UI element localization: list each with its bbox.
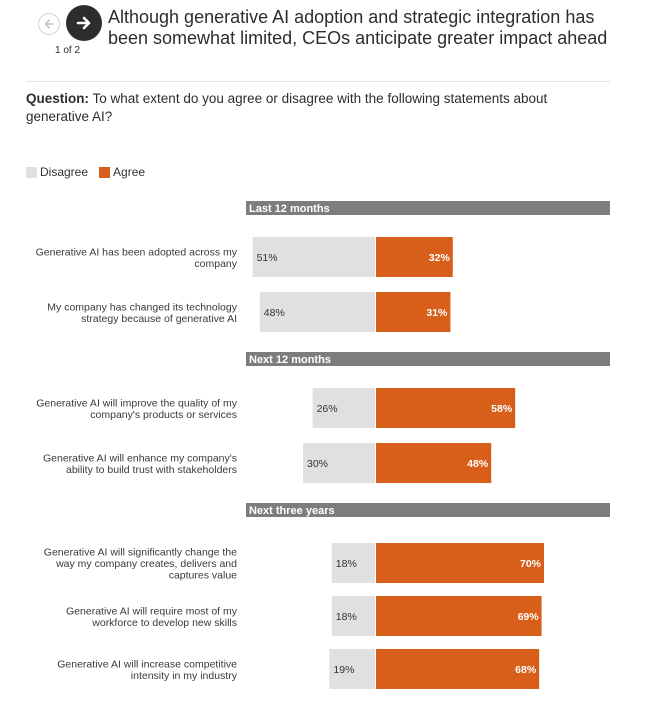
section-header-bar — [246, 201, 610, 215]
chart-row: Generative AI has been adopted across my… — [36, 237, 453, 277]
bar-agree — [376, 596, 542, 636]
value-label-disagree: 18% — [336, 611, 357, 623]
chart-section: Last 12 months Generative AI has been ado… — [36, 201, 610, 332]
row-label: Generative AI will enhance my company's a… — [43, 452, 237, 476]
value-label-agree: 32% — [429, 252, 451, 264]
chart-section: Next 12 months Generative AI will improve… — [36, 352, 610, 483]
row-label-line: My company has changed its technology — [47, 301, 237, 313]
page-title: Although generative AI adoption and stra… — [108, 7, 608, 48]
chart-row: My company has changed its technology str… — [47, 292, 451, 332]
chart-legend: Disagree Agree — [26, 165, 156, 179]
row-label: Generative AI will increase competitive i… — [57, 658, 237, 682]
chart-row: Generative AI will require most of my wor… — [66, 596, 542, 636]
question-text: To what extent do you agree or disagree … — [26, 91, 548, 124]
row-label-line: Generative AI will improve the quality o… — [36, 397, 238, 409]
row-label: Generative AI will significantly change … — [44, 547, 237, 582]
value-label-agree: 31% — [426, 307, 448, 319]
bar-agree — [376, 649, 540, 689]
legend-label-agree: Agree — [113, 165, 146, 179]
row-label-line: company — [194, 258, 237, 270]
chart-row: Generative AI will increase competitive i… — [57, 649, 540, 689]
value-label-agree: 70% — [520, 558, 542, 570]
pager-label: 1 of 2 — [55, 45, 81, 56]
row-label: Generative AI has been adopted across my… — [36, 246, 238, 270]
value-label-disagree: 30% — [307, 458, 328, 470]
bar-agree — [376, 388, 516, 428]
arrow-left-icon — [44, 19, 54, 29]
value-label-agree: 69% — [518, 611, 540, 623]
value-label-disagree: 26% — [317, 403, 338, 415]
bar-disagree — [252, 237, 375, 277]
divider — [26, 81, 610, 82]
row-label: My company has changed its technology str… — [47, 301, 237, 325]
row-label-line: Generative AI will significantly change … — [44, 547, 237, 559]
section-header-label: Last 12 months — [249, 203, 330, 215]
bar-agree — [376, 292, 451, 332]
bar-agree — [376, 443, 492, 483]
row-label-line: way my company creates, delivers and — [55, 558, 237, 570]
value-label-disagree: 19% — [333, 664, 354, 676]
bar-disagree — [329, 649, 375, 689]
bar-disagree — [312, 388, 375, 428]
section-header-label: Next 12 months — [249, 354, 331, 366]
row-label-line: company's products or services — [90, 409, 237, 421]
legend-label-disagree: Disagree — [40, 165, 89, 179]
bar-disagree — [331, 543, 375, 583]
legend-item-agree: Agree — [99, 165, 145, 179]
row-label-line: ability to build trust with stakeholders — [66, 464, 237, 476]
legend-swatch-disagree — [26, 166, 37, 178]
row-label-line: Generative AI has been adopted across my — [36, 246, 238, 258]
bar-agree — [376, 237, 453, 277]
chart-row: Generative AI will enhance my company's a… — [43, 443, 492, 483]
legend-swatch-agree — [99, 166, 111, 178]
value-label-disagree: 18% — [336, 558, 357, 570]
next-button[interactable] — [66, 5, 102, 41]
row-label-line: strategy because of generative AI — [81, 313, 237, 325]
legend-item-disagree: Disagree — [26, 165, 88, 179]
row-label-line: Generative AI will enhance my company's — [43, 452, 237, 464]
chart-row: Generative AI will improve the quality o… — [36, 388, 516, 428]
row-label-line: Generative AI will require most of my — [66, 605, 238, 617]
bar-disagree — [259, 292, 375, 332]
row-label-line: workforce to develop new skills — [91, 617, 237, 629]
arrow-right-icon — [76, 16, 91, 30]
bar-agree — [376, 543, 544, 583]
value-label-agree: 48% — [467, 458, 489, 470]
section-header-label: Next three years — [249, 505, 335, 517]
row-label: Generative AI will improve the quality o… — [36, 397, 238, 421]
row-label: Generative AI will require most of my wor… — [66, 605, 238, 629]
section-header-bar — [246, 503, 610, 517]
question: Question: To what extent do you agree or… — [26, 90, 596, 126]
value-label-agree: 68% — [515, 664, 537, 676]
chart-section: Next three years Generative AI will signi… — [44, 503, 610, 689]
row-label-line: Generative AI will increase competitive — [57, 658, 237, 670]
value-label-disagree: 48% — [264, 307, 285, 319]
bar-disagree — [331, 596, 375, 636]
bar-disagree — [303, 443, 375, 483]
row-label-line: intensity in my industry — [131, 670, 238, 682]
section-header-bar — [246, 352, 610, 366]
row-label-line: captures value — [169, 570, 237, 582]
value-label-agree: 58% — [491, 403, 513, 415]
previous-button[interactable] — [38, 13, 60, 35]
question-label: Question: — [26, 91, 89, 106]
value-label-disagree: 51% — [257, 252, 278, 264]
chart-row: Generative AI will significantly change … — [44, 543, 544, 583]
